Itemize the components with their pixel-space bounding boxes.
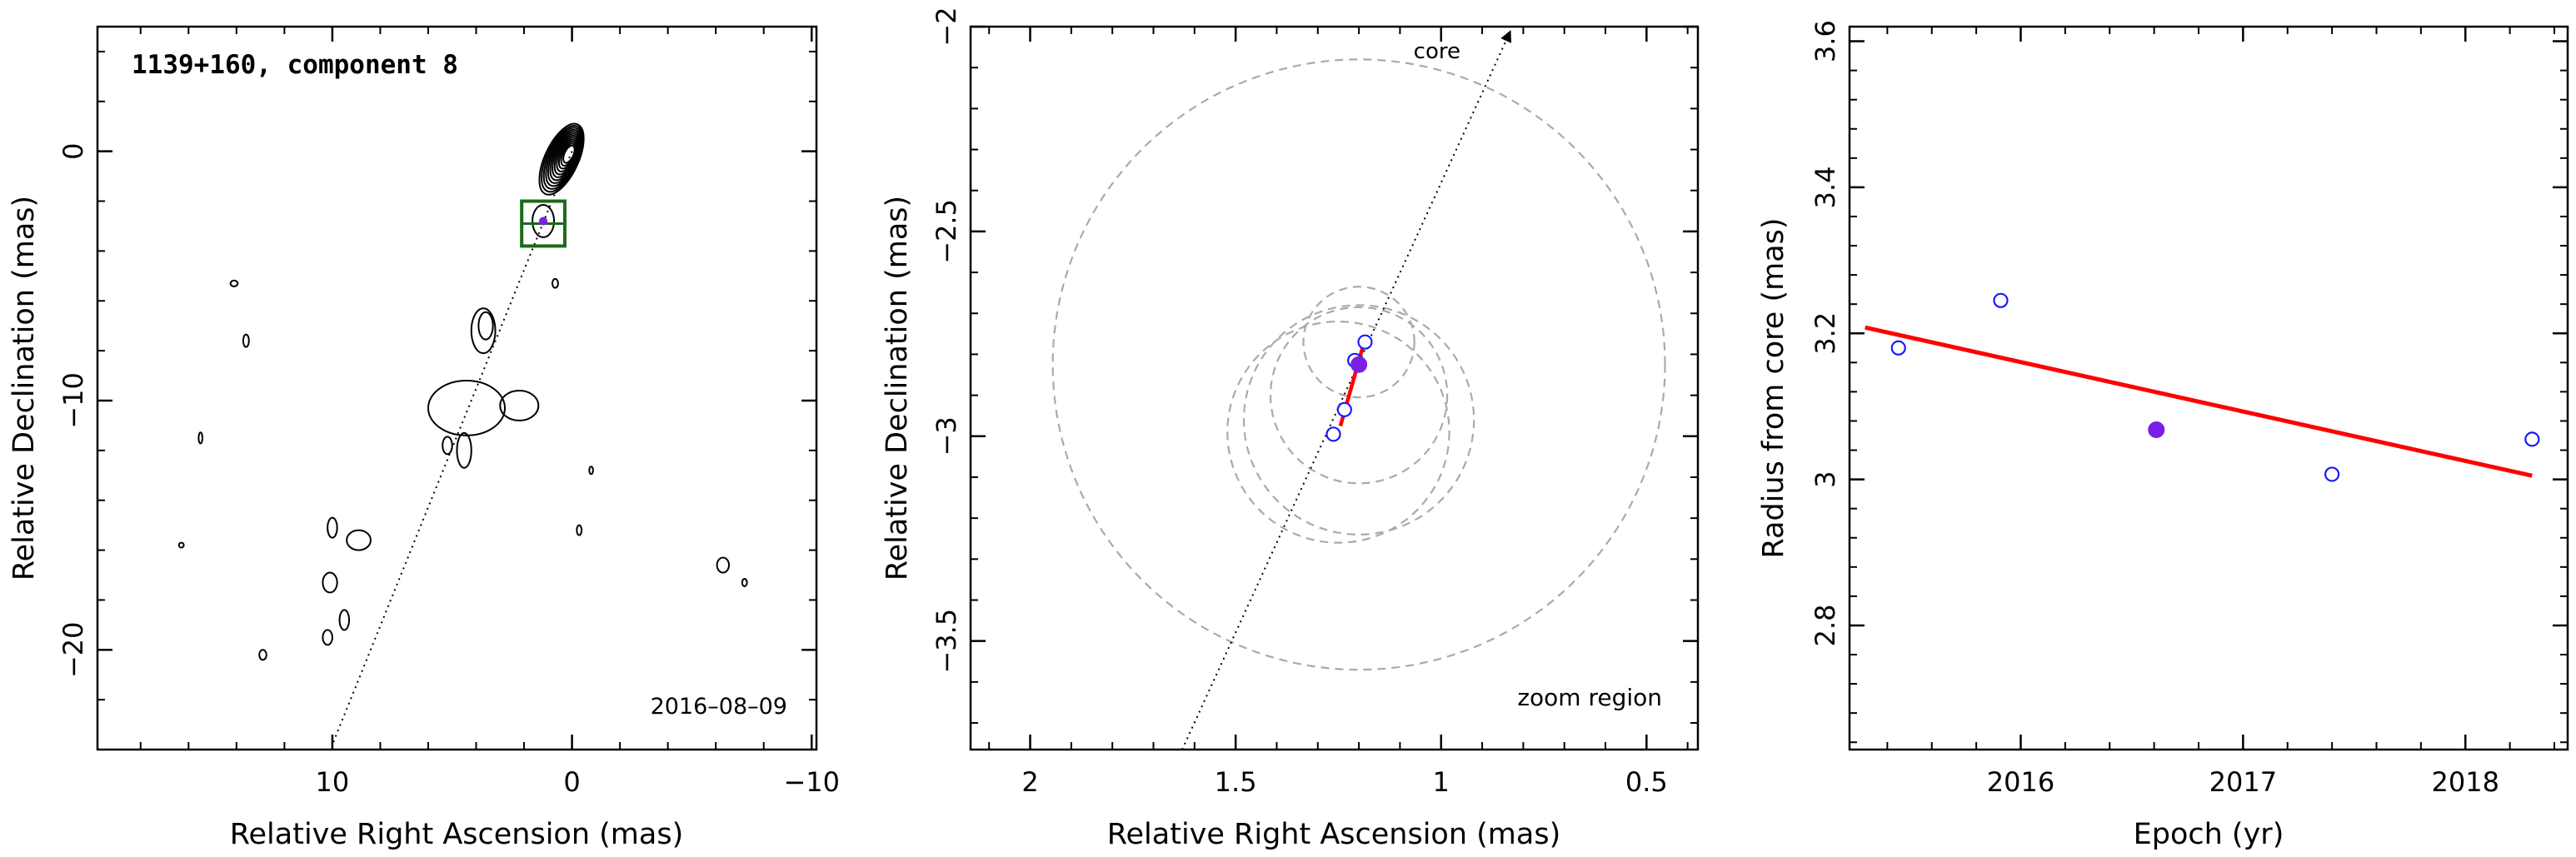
contour-feature — [258, 649, 267, 661]
x-tick-label: 1.5 — [1215, 766, 1257, 798]
contour-feature — [229, 279, 239, 287]
y-tick-label: 3.2 — [1810, 312, 1841, 355]
contour-feature — [177, 541, 185, 549]
contour-feature — [322, 629, 333, 646]
y-tick-label: 3.4 — [1810, 166, 1841, 208]
fit-line — [1865, 325, 2533, 478]
contour-feature — [716, 556, 731, 574]
y-tick-label: 3 — [1810, 471, 1841, 487]
radius-vs-epoch-panel: 2016 2017 2018 2.8 3 3.2 3.4 3.6 Epoch (yr) Rad… — [1757, 20, 2569, 851]
y-tick-label: −3.5 — [931, 609, 962, 674]
y-axis-title: Relative Declination (mas) — [881, 196, 914, 580]
x-tick-label: 2018 — [2432, 766, 2499, 798]
date-label: 2016–08–09 — [651, 694, 787, 720]
x-axis-title: Relative Right Ascension (mas) — [1107, 818, 1560, 851]
panel-title: 1139+160, component 8 — [132, 50, 458, 80]
plot-frame — [969, 25, 1700, 751]
contour-feature — [477, 311, 494, 341]
axis-ticks: 10 0 −10 0 −10 −20 — [57, 27, 840, 798]
contour-feature — [588, 466, 594, 476]
y-tick-label: −2 — [931, 7, 962, 46]
contour-feature — [741, 577, 748, 587]
contour-feature — [346, 529, 372, 551]
uncertainty-circle — [1051, 58, 1666, 671]
contour-feature — [456, 431, 472, 469]
contour-lines — [177, 122, 748, 661]
x-axis-title: Relative Right Ascension (mas) — [230, 818, 683, 851]
contour-feature — [576, 524, 583, 536]
data-point — [1336, 401, 1352, 417]
axis-ticks: 2016 2017 2018 2.8 3 3.2 3.4 3.6 — [1810, 20, 2568, 798]
axis-ticks: 2 1.5 1 0.5 −2 −2.5 −3 −3.5 — [931, 7, 1698, 798]
x-axis-title: Epoch (yr) — [2134, 818, 2284, 851]
contour-feature — [532, 204, 556, 238]
core-contour — [562, 144, 576, 164]
jet-overlay — [331, 151, 573, 745]
contour-feature — [338, 609, 351, 631]
data-point — [1357, 334, 1373, 350]
data-point — [1993, 292, 2009, 308]
component-marker — [539, 217, 548, 226]
x-tick-label: 2 — [1021, 766, 1038, 798]
contour-map-panel: 10 0 −10 0 −10 −20 1139+160, component 8 2016… — [7, 25, 840, 851]
x-tick-label: 2017 — [2209, 766, 2277, 798]
y-axis-title: Relative Declination (mas) — [7, 196, 41, 580]
uncertainty-circle — [1242, 304, 1475, 536]
data-point — [1325, 426, 1341, 442]
contour-feature — [322, 571, 338, 594]
uncertainty-circle — [1302, 286, 1415, 399]
y-tick-label: −3 — [931, 416, 962, 456]
contour-feature — [551, 277, 559, 289]
x-tick-label: −10 — [783, 766, 840, 798]
data-point — [2324, 466, 2340, 482]
x-tick-label: 0.5 — [1625, 766, 1668, 798]
contour-feature — [197, 431, 203, 445]
plot-frame — [1848, 25, 2569, 751]
core-arrow-label: core — [1414, 39, 1460, 64]
contour-feature — [327, 516, 338, 539]
contour-feature — [427, 380, 507, 436]
x-tick-label: 10 — [316, 766, 350, 798]
y-tick-label: 0 — [57, 142, 89, 159]
jet-axis-overlay — [1181, 30, 1512, 750]
radius-plot-overlay — [1865, 292, 2540, 482]
y-tick-label: 3.6 — [1810, 20, 1841, 62]
x-tick-label: 0 — [563, 766, 580, 798]
y-tick-label: 2.8 — [1810, 605, 1841, 647]
y-tick-label: −2.5 — [931, 199, 962, 264]
contour-feature — [499, 389, 540, 421]
x-tick-label: 1 — [1433, 766, 1450, 798]
data-point-filled — [2148, 421, 2165, 438]
data-point-filled — [1350, 356, 1368, 373]
uncertainty-circles — [1051, 58, 1666, 671]
data-point — [2524, 431, 2540, 447]
contour-feature — [470, 307, 497, 355]
uncertainty-circle — [1269, 306, 1449, 485]
x-tick-label: 2016 — [1987, 766, 2054, 798]
zoom-region-panel: 2 1.5 1 0.5 −2 −2.5 −3 −3.5 zoom region core Re… — [881, 7, 1700, 851]
y-tick-label: −10 — [57, 372, 89, 429]
corner-label: zoom region — [1517, 684, 1662, 711]
data-point — [1890, 340, 1906, 356]
y-axis-title: Radius from core (mas) — [1757, 217, 1790, 558]
plot-frame — [96, 25, 818, 751]
y-tick-label: −20 — [57, 622, 89, 679]
contour-feature — [442, 436, 453, 456]
contour-feature — [242, 333, 250, 348]
uncertainty-circle — [1226, 320, 1450, 544]
